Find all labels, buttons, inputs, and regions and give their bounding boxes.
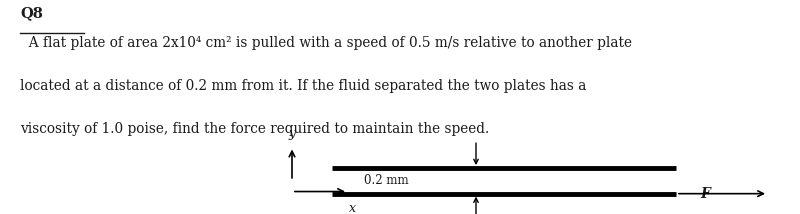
Text: located at a distance of 0.2 mm from it. If the fluid separated the two plates h: located at a distance of 0.2 mm from it.… [20,79,586,93]
Text: x: x [349,202,355,214]
Text: A flat plate of area 2x10⁴ cm² is pulled with a speed of 0.5 m/s relative to ano: A flat plate of area 2x10⁴ cm² is pulled… [20,36,632,50]
Text: F: F [700,187,710,201]
Text: 0.2 mm: 0.2 mm [364,174,409,187]
Text: y: y [289,127,295,140]
Text: Q8: Q8 [20,6,43,20]
Text: viscosity of 1.0 poise, find the force required to maintain the speed.: viscosity of 1.0 poise, find the force r… [20,122,490,136]
